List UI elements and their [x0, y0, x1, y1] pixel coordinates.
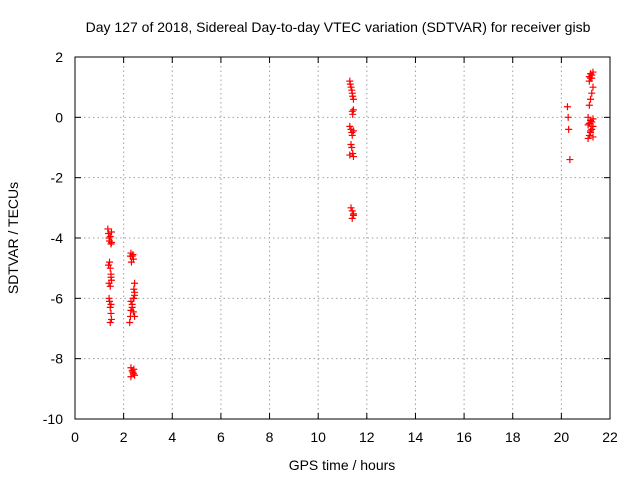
data-point	[129, 308, 137, 316]
data-point	[346, 151, 354, 159]
y-tick-label: -2	[51, 170, 64, 186]
data-point	[107, 309, 115, 317]
data-point	[107, 300, 115, 308]
data-point	[347, 83, 355, 91]
data-point	[107, 228, 115, 236]
data-point	[105, 279, 113, 287]
data-point	[349, 211, 357, 219]
data-point	[588, 74, 596, 82]
data-point	[130, 294, 138, 302]
data-point	[587, 70, 595, 78]
data-point	[106, 303, 114, 311]
x-tick-label: 2	[120, 429, 128, 445]
data-point	[127, 258, 135, 266]
data-point	[587, 95, 595, 103]
x-tick-labels: 0 2 4 6 8 10 12 14 16 18 20 22	[71, 429, 618, 445]
data-point	[130, 285, 138, 293]
data-point	[564, 113, 572, 121]
y-tick-label: 2	[55, 49, 63, 65]
data-point	[349, 106, 357, 114]
data-point	[585, 101, 593, 109]
data-point	[584, 134, 592, 142]
x-tick-label: 4	[168, 429, 176, 445]
data-point	[349, 110, 357, 118]
data-point	[127, 373, 135, 381]
data-point	[106, 258, 114, 266]
x-tick-label: 10	[310, 429, 326, 445]
data-point	[131, 312, 139, 320]
data-point	[348, 131, 356, 139]
data-point	[346, 80, 354, 88]
data-point	[107, 273, 115, 281]
data-point	[563, 103, 571, 111]
data-point	[105, 261, 113, 269]
chart-title: Day 127 of 2018, Sidereal Day-to-day VTE…	[86, 19, 591, 35]
data-point	[131, 288, 139, 296]
y-tick-labels: -10 -8 -6 -4 -2 0 2	[43, 49, 63, 427]
x-tick-label: 22	[602, 429, 618, 445]
x-tick-label: 12	[359, 429, 375, 445]
data-point	[106, 297, 114, 305]
data-point	[348, 144, 356, 151]
y-tick-label: 0	[55, 109, 63, 125]
data-point	[129, 251, 137, 259]
data-point	[584, 121, 592, 129]
data-point	[107, 239, 115, 247]
data-point	[588, 118, 596, 126]
data-point	[128, 303, 136, 311]
data-point	[589, 115, 597, 123]
data-point	[131, 279, 139, 287]
data-point	[565, 125, 573, 133]
x-tick-label: 16	[456, 429, 472, 445]
data-point	[348, 207, 356, 215]
x-tick-label: 6	[217, 429, 225, 445]
data-point	[589, 83, 597, 91]
data-point	[588, 125, 596, 133]
data-point	[348, 214, 356, 222]
data-point	[130, 365, 138, 373]
data-point	[128, 367, 136, 375]
data-point	[131, 371, 139, 379]
grid-lines	[75, 57, 610, 419]
data-point	[587, 127, 595, 135]
data-point	[349, 127, 357, 135]
x-tick-label: 14	[408, 429, 424, 445]
y-axis-label: SDTVAR / TECUs	[5, 182, 21, 294]
x-tick-label: 8	[266, 429, 274, 445]
x-tick-label: 0	[71, 429, 79, 445]
data-point	[346, 122, 354, 130]
data-point	[349, 95, 357, 103]
y-tick-label: -10	[43, 411, 63, 427]
data-point	[566, 156, 574, 164]
axis-ticks	[74, 56, 611, 420]
y-tick-label: -4	[51, 230, 64, 246]
x-tick-label: 18	[505, 429, 521, 445]
data-point	[104, 225, 112, 233]
data-point	[589, 133, 597, 141]
data-point	[106, 264, 114, 272]
data-point	[129, 368, 137, 376]
data-point	[106, 232, 114, 240]
data-point	[589, 122, 597, 130]
data-point	[347, 140, 355, 148]
data-point	[126, 318, 134, 326]
data-point	[585, 131, 593, 139]
data-point	[347, 204, 355, 212]
data-points	[104, 68, 597, 381]
data-point	[584, 113, 592, 121]
y-tick-label: -8	[51, 351, 64, 367]
data-point	[349, 153, 357, 161]
data-point	[588, 89, 596, 97]
x-axis-label: GPS time / hours	[289, 457, 396, 473]
data-point	[107, 315, 115, 323]
x-tick-label: 20	[554, 429, 570, 445]
data-point	[349, 92, 357, 100]
y-tick-label: -6	[51, 290, 64, 306]
data-point	[106, 282, 114, 290]
data-point	[106, 318, 114, 326]
